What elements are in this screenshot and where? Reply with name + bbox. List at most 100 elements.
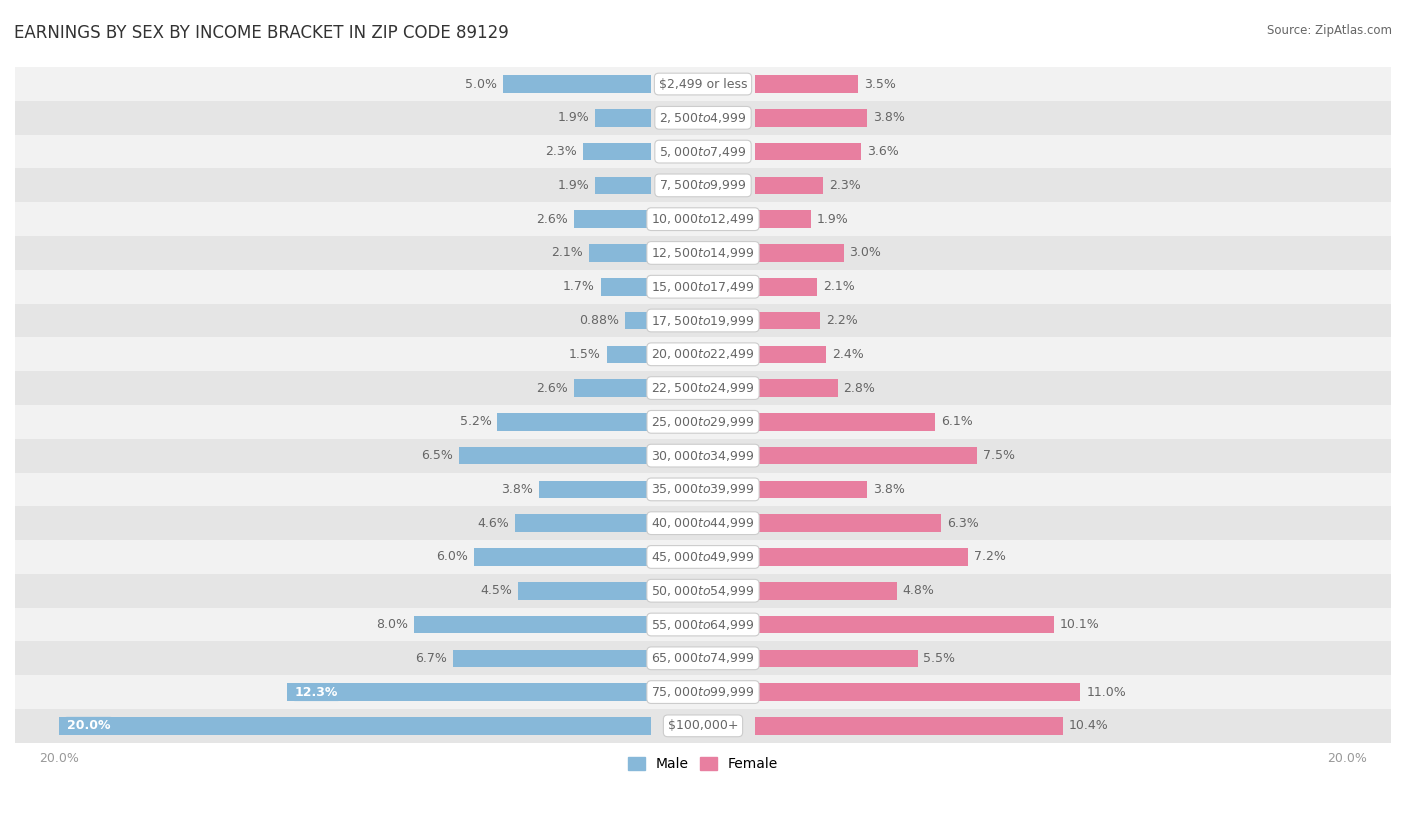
Text: $12,500 to $14,999: $12,500 to $14,999 (651, 246, 755, 260)
Bar (15, 135, 1391, 168)
Bar (626, 311, 651, 329)
Text: 3.0%: 3.0% (849, 246, 882, 259)
Text: 1.5%: 1.5% (569, 348, 600, 361)
Text: $17,500 to $19,999: $17,500 to $19,999 (651, 314, 755, 328)
Bar (755, 109, 868, 127)
Text: 4.6%: 4.6% (478, 517, 509, 530)
Bar (755, 143, 862, 160)
Text: 11.0%: 11.0% (1087, 685, 1126, 698)
Bar (59, 717, 651, 735)
Text: $100,000+: $100,000+ (668, 720, 738, 733)
Bar (574, 380, 651, 397)
Bar (755, 278, 817, 295)
Text: $40,000 to $44,999: $40,000 to $44,999 (651, 516, 755, 530)
Bar (15, 641, 1391, 675)
Text: $35,000 to $39,999: $35,000 to $39,999 (651, 482, 755, 497)
Bar (474, 548, 651, 566)
Text: 0.88%: 0.88% (579, 314, 619, 327)
Text: $50,000 to $54,999: $50,000 to $54,999 (651, 584, 755, 598)
Bar (498, 413, 651, 431)
Bar (15, 168, 1391, 202)
Bar (595, 109, 651, 127)
Text: 12.3%: 12.3% (295, 685, 337, 698)
Text: $65,000 to $74,999: $65,000 to $74,999 (651, 651, 755, 665)
Text: 20.0%: 20.0% (66, 720, 110, 733)
Text: 2.3%: 2.3% (828, 179, 860, 192)
Text: $22,500 to $24,999: $22,500 to $24,999 (651, 381, 755, 395)
Text: 1.9%: 1.9% (557, 111, 589, 124)
Bar (453, 650, 651, 667)
Bar (515, 515, 651, 532)
Text: $45,000 to $49,999: $45,000 to $49,999 (651, 550, 755, 564)
Bar (15, 675, 1391, 709)
Bar (600, 278, 651, 295)
Text: 2.1%: 2.1% (823, 280, 855, 293)
Bar (607, 346, 651, 363)
Bar (538, 480, 651, 498)
Text: 6.0%: 6.0% (436, 550, 468, 563)
Text: $7,500 to $9,999: $7,500 to $9,999 (659, 178, 747, 193)
Bar (755, 650, 918, 667)
Text: 10.4%: 10.4% (1069, 720, 1108, 733)
Bar (755, 515, 941, 532)
Bar (755, 346, 825, 363)
Bar (583, 143, 651, 160)
Text: 5.2%: 5.2% (460, 415, 492, 428)
Bar (755, 548, 967, 566)
Text: $2,499 or less: $2,499 or less (659, 77, 747, 90)
Text: 6.3%: 6.3% (948, 517, 979, 530)
Text: 3.6%: 3.6% (868, 145, 898, 158)
Bar (755, 211, 811, 228)
Bar (15, 540, 1391, 574)
Text: $30,000 to $34,999: $30,000 to $34,999 (651, 449, 755, 463)
Text: 2.8%: 2.8% (844, 381, 876, 394)
Text: $20,000 to $22,499: $20,000 to $22,499 (651, 347, 755, 361)
Bar (15, 709, 1391, 743)
Bar (15, 67, 1391, 101)
Text: 6.1%: 6.1% (941, 415, 973, 428)
Bar (755, 447, 977, 464)
Text: 2.2%: 2.2% (825, 314, 858, 327)
Bar (755, 582, 897, 599)
Bar (755, 615, 1053, 633)
Bar (755, 311, 820, 329)
Text: 3.5%: 3.5% (865, 77, 896, 90)
Text: 4.8%: 4.8% (903, 585, 935, 598)
Text: 1.9%: 1.9% (817, 213, 849, 226)
Bar (755, 480, 868, 498)
Text: $2,500 to $4,999: $2,500 to $4,999 (659, 111, 747, 125)
Bar (15, 439, 1391, 472)
Text: 8.0%: 8.0% (377, 618, 409, 631)
Text: 5.0%: 5.0% (465, 77, 498, 90)
Text: 6.7%: 6.7% (415, 652, 447, 665)
Bar (755, 380, 838, 397)
Bar (15, 270, 1391, 303)
Bar (15, 202, 1391, 236)
Bar (755, 244, 844, 262)
Bar (595, 176, 651, 194)
Bar (15, 607, 1391, 641)
Text: 1.7%: 1.7% (564, 280, 595, 293)
Bar (517, 582, 651, 599)
Text: $25,000 to $29,999: $25,000 to $29,999 (651, 415, 755, 428)
Bar (503, 76, 651, 93)
Bar (755, 717, 1063, 735)
Bar (755, 76, 858, 93)
Text: $10,000 to $12,499: $10,000 to $12,499 (651, 212, 755, 226)
Text: $15,000 to $17,499: $15,000 to $17,499 (651, 280, 755, 293)
Text: 1.9%: 1.9% (557, 179, 589, 192)
Bar (15, 472, 1391, 506)
Bar (415, 615, 651, 633)
Bar (755, 683, 1080, 701)
Text: 5.5%: 5.5% (924, 652, 956, 665)
Text: $55,000 to $64,999: $55,000 to $64,999 (651, 618, 755, 632)
Text: 2.3%: 2.3% (546, 145, 578, 158)
Text: 3.8%: 3.8% (501, 483, 533, 496)
Bar (15, 236, 1391, 270)
Bar (15, 101, 1391, 135)
Text: 4.5%: 4.5% (481, 585, 512, 598)
Text: 2.6%: 2.6% (537, 381, 568, 394)
Text: Source: ZipAtlas.com: Source: ZipAtlas.com (1267, 24, 1392, 37)
Bar (15, 337, 1391, 372)
Bar (755, 413, 935, 431)
